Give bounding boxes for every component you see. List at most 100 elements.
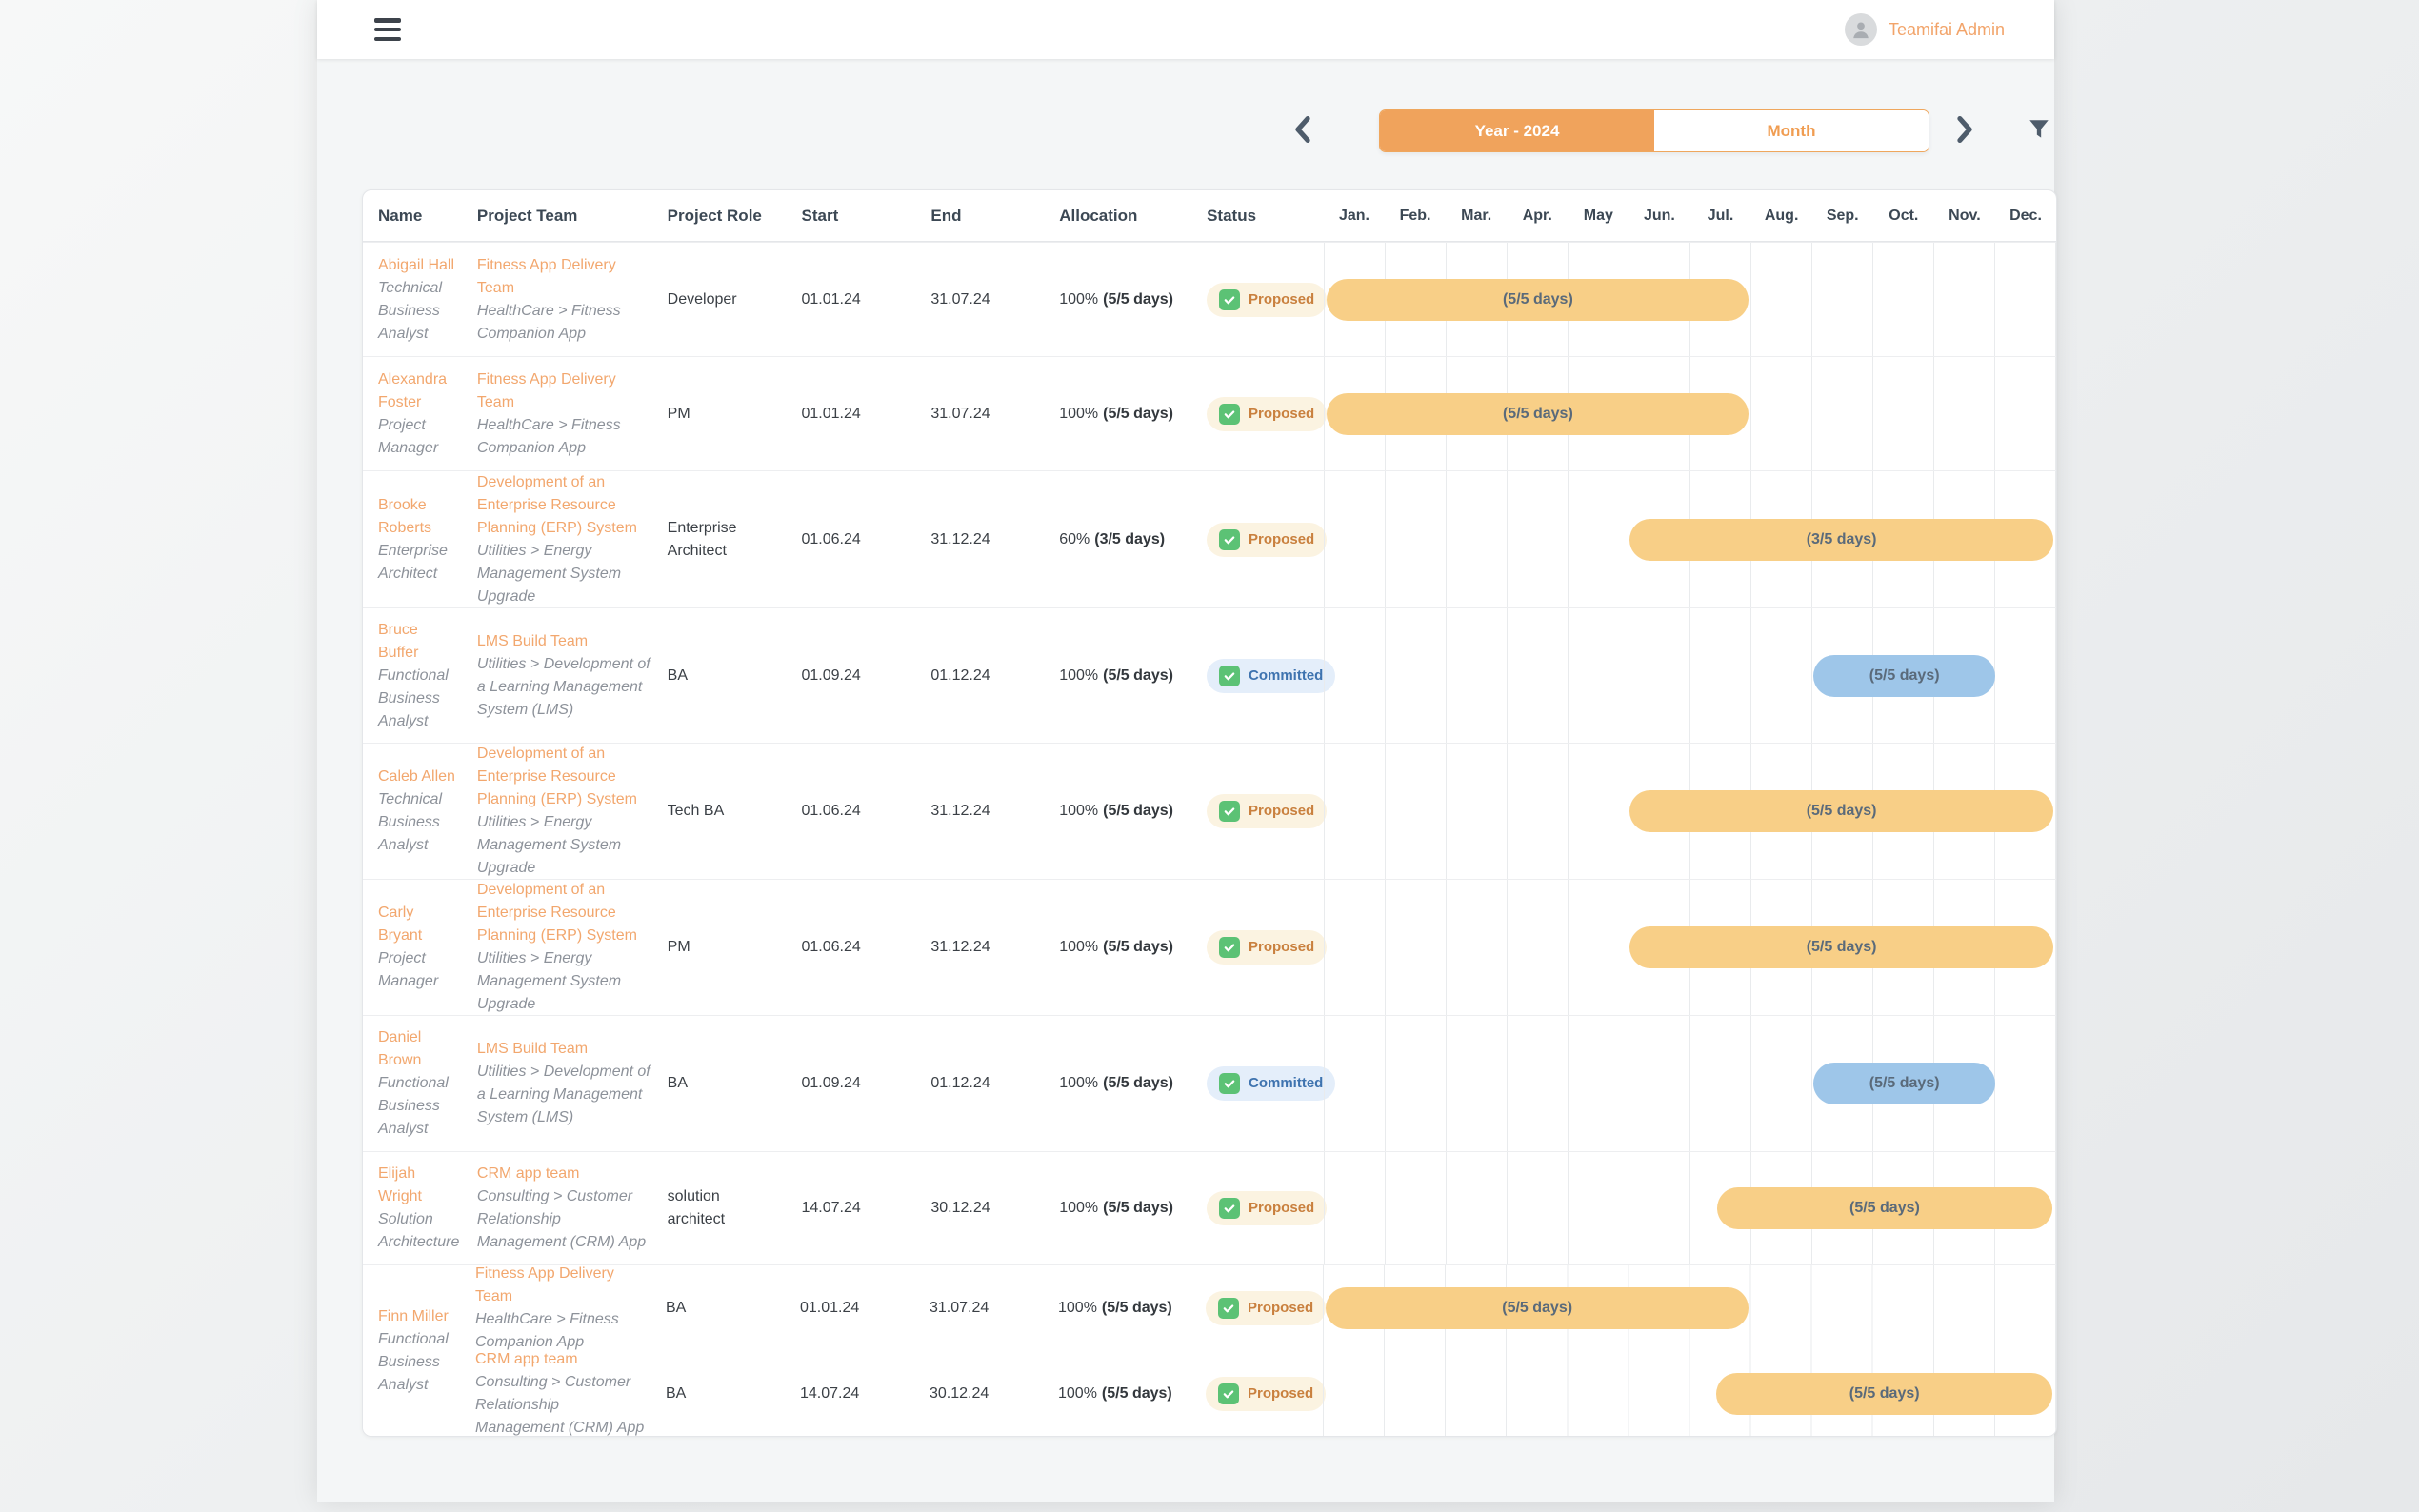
check-icon <box>1219 403 1241 425</box>
project-team-link[interactable]: CRM app team <box>476 1165 580 1182</box>
project-path: Utilities > Energy Management System Upg… <box>476 814 622 876</box>
resource-name-link[interactable]: Elijah Wright <box>378 1165 422 1204</box>
month-header-cell: Nov. <box>1949 207 1981 224</box>
project-team-link[interactable]: Fitness App Delivery Team <box>476 370 616 410</box>
project-path: Consulting > Customer Relationship Manag… <box>475 1374 645 1436</box>
resource-name-link[interactable]: Carly Bryant <box>378 905 423 944</box>
status-badge: Proposed <box>1207 794 1328 828</box>
gantt-bar[interactable]: (5/5 days) <box>1813 1063 1996 1104</box>
project-team-link[interactable]: Development of an Enterprise Resource Pl… <box>476 473 637 536</box>
month-header-cell: Jun. <box>1643 207 1675 224</box>
start-date: 01.06.24 <box>801 939 861 955</box>
project-role: Enterprise Architect <box>667 519 737 559</box>
month-header-cell: Feb. <box>1399 207 1431 224</box>
status-label: Proposed <box>1249 290 1315 308</box>
gantt-bar[interactable]: (5/5 days) <box>1716 1373 2053 1415</box>
allocation: 100% (5/5 days) <box>1058 1300 1172 1316</box>
chevron-left-icon <box>1295 116 1310 143</box>
table-row: Caleb Allen Technical Business Analyst De… <box>363 743 2056 879</box>
gantt-bar[interactable]: (5/5 days) <box>1326 1287 1749 1329</box>
status-label: Proposed <box>1249 530 1315 547</box>
gantt-bar[interactable]: (5/5 days) <box>1629 790 2053 832</box>
assignment-subrows: Fitness App Delivery Team HealthCare > Fi… <box>466 1265 2056 1436</box>
gantt-bar-label: (5/5 days) <box>1849 1385 1920 1402</box>
month-header-cell: Oct. <box>1889 207 1919 224</box>
status-badge: Proposed <box>1206 1291 1327 1325</box>
project-team-link[interactable]: Development of an Enterprise Resource Pl… <box>476 882 637 944</box>
project-path: Utilities > Energy Management System Upg… <box>476 950 622 1012</box>
end-date: 01.12.24 <box>930 666 990 684</box>
status-label: Proposed <box>1249 1200 1315 1216</box>
month-header-cell: May <box>1583 207 1613 224</box>
end-date: 31.12.24 <box>930 803 990 819</box>
table-row: Daniel Brown Functional Business Analyst … <box>363 1015 2056 1151</box>
start-date: 01.01.24 <box>801 290 861 308</box>
gantt-cell: (5/5 days) <box>1324 880 2056 1015</box>
gantt-bar[interactable]: (5/5 days) <box>1813 654 1996 697</box>
table-row: Bruce Buffer Functional Business Analyst … <box>363 607 2056 743</box>
project-team-link[interactable]: Fitness App Delivery Team <box>476 256 616 296</box>
gantt-cell: (5/5 days) <box>1324 744 2056 879</box>
project-team-link[interactable]: CRM app team <box>475 1351 578 1367</box>
resource-title: Project Manager <box>378 416 439 456</box>
chevron-right-icon <box>1957 116 1972 143</box>
resource-name-link[interactable]: Abigail Hall <box>378 256 455 273</box>
gantt-bar-label: (5/5 days) <box>1502 405 1573 422</box>
resource-name-link[interactable]: Bruce Buffer <box>378 621 419 661</box>
gantt-bar[interactable]: (3/5 days) <box>1629 518 2053 561</box>
end-date: 30.12.24 <box>930 1200 990 1216</box>
gantt-bar-label: (5/5 days) <box>1806 939 1877 955</box>
month-header: Jan. Feb. Mar. Apr. May Jun. Jul. Aug. S… <box>1324 208 2056 225</box>
status-label: Proposed <box>1249 939 1315 955</box>
table-row: Carly Bryant Project Manager Development … <box>363 879 2056 1015</box>
status-label: Proposed <box>1249 803 1315 819</box>
hamburger-menu-button[interactable] <box>374 18 403 41</box>
tab-year[interactable]: Year - 2024 <box>1380 110 1654 151</box>
allocation: 60% (3/5 days) <box>1059 530 1166 547</box>
resource-name-link[interactable]: Brooke Roberts <box>378 496 432 536</box>
start-date: 14.07.24 <box>800 1385 860 1402</box>
resource-title: Enterprise Architect <box>378 542 448 582</box>
status-badge: Proposed <box>1207 282 1328 317</box>
table-header-row: Name Project Team Project Role Start End… <box>363 190 2056 242</box>
project-role: PM <box>667 405 690 422</box>
next-period-button[interactable] <box>1944 109 1986 150</box>
resource-name-link[interactable]: Alexandra Foster <box>378 370 448 410</box>
resource-title: Functional Business Analyst <box>378 1075 449 1137</box>
user-menu[interactable]: Teamifai Admin <box>1844 13 2005 46</box>
allocation: 100% (5/5 days) <box>1059 405 1173 422</box>
start-date: 01.06.24 <box>801 530 861 547</box>
project-path: HealthCare > Fitness Companion App <box>476 302 621 342</box>
resource-title: Project Manager <box>378 950 439 989</box>
filter-button[interactable] <box>2018 109 2060 150</box>
resource-name-link[interactable]: Daniel Brown <box>378 1029 422 1068</box>
assignment-row: CRM app team Consulting > Customer Relati… <box>466 1351 2056 1436</box>
project-team-link[interactable]: Fitness App Delivery Team <box>475 1265 614 1304</box>
gantt-bar[interactable]: (5/5 days) <box>1327 278 1749 321</box>
prev-period-button[interactable] <box>1282 109 1324 150</box>
project-team-link[interactable]: LMS Build Team <box>476 632 589 649</box>
gantt-cell: (5/5 days) <box>1324 608 2056 743</box>
resource-title: Technical Business Analyst <box>378 791 443 853</box>
month-header-cell: Dec. <box>2009 207 2042 224</box>
project-team-link[interactable]: Development of an Enterprise Resource Pl… <box>476 746 637 807</box>
project-path: HealthCare > Fitness Companion App <box>475 1311 619 1350</box>
person-icon <box>1853 22 1869 39</box>
check-icon <box>1219 528 1241 550</box>
resource-table: Name Project Team Project Role Start End… <box>362 189 2057 1437</box>
gantt-bar[interactable]: (5/5 days) <box>1716 1187 2053 1229</box>
check-icon <box>1218 1298 1239 1319</box>
month-header-cell: Aug. <box>1764 207 1799 224</box>
gantt-bar[interactable]: (5/5 days) <box>1327 392 1749 435</box>
check-icon <box>1218 1383 1239 1404</box>
gantt-bar-label: (3/5 days) <box>1806 530 1877 547</box>
gantt-cell: (5/5 days) <box>1323 1265 2056 1351</box>
status-badge: Proposed <box>1207 396 1328 431</box>
month-header-cell: Apr. <box>1522 207 1552 224</box>
tab-month[interactable]: Month <box>1654 110 1929 151</box>
project-team-link[interactable]: LMS Build Team <box>476 1041 589 1057</box>
gantt-bar[interactable]: (5/5 days) <box>1629 926 2053 968</box>
resource-name-link[interactable]: Finn Miller <box>378 1307 449 1324</box>
resource-name-link[interactable]: Caleb Allen <box>378 768 455 785</box>
column-header-status: Status <box>1207 206 1257 225</box>
